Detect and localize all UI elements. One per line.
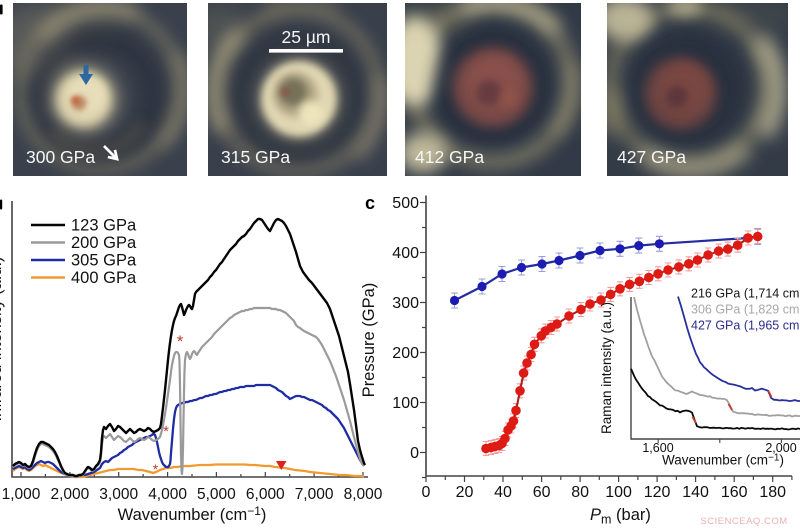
svg-text:180: 180 — [759, 484, 786, 501]
svg-text:80: 80 — [571, 484, 589, 501]
svg-text:40: 40 — [494, 484, 512, 501]
svg-text:1,000: 1,000 — [2, 486, 41, 503]
svg-text:400: 400 — [392, 245, 419, 262]
svg-text:427 GPa (1,965 cm: 427 GPa (1,965 cm — [691, 319, 799, 333]
svg-text:*: * — [163, 423, 169, 440]
svg-text:400 GPa: 400 GPa — [71, 269, 137, 287]
svg-text:200 GPa: 200 GPa — [71, 234, 137, 252]
svg-text:25 µm: 25 µm — [282, 27, 331, 47]
svg-text:6,000: 6,000 — [246, 486, 285, 503]
svg-text:Wavenumber (cm−1): Wavenumber (cm−1) — [662, 453, 784, 468]
svg-text:c: c — [365, 193, 375, 213]
svg-text:500: 500 — [392, 195, 419, 212]
svg-text:305 GPa: 305 GPa — [71, 252, 137, 270]
svg-text:427 GPa: 427 GPa — [617, 147, 686, 167]
svg-text:160: 160 — [721, 484, 748, 501]
svg-text:Raman intensity (a.u.): Raman intensity (a.u.) — [599, 302, 614, 434]
svg-text:0: 0 — [410, 445, 419, 462]
svg-text:SCIENCEAQ.COM: SCIENCEAQ.COM — [700, 516, 787, 527]
svg-text:2,000: 2,000 — [51, 486, 90, 503]
svg-text:*: * — [153, 461, 159, 477]
svg-text:306 GPa (1,829 cm: 306 GPa (1,829 cm — [691, 303, 799, 317]
svg-text:315 GPa: 315 GPa — [221, 147, 290, 167]
svg-text:8,000: 8,000 — [344, 486, 383, 503]
svg-text:140: 140 — [682, 484, 709, 501]
svg-text:0: 0 — [422, 484, 431, 501]
svg-text:412 GPa: 412 GPa — [415, 147, 484, 167]
svg-text:100: 100 — [392, 395, 419, 412]
svg-text:Pressure (GPa): Pressure (GPa) — [360, 283, 378, 398]
svg-text:300: 300 — [392, 295, 419, 312]
svg-text:5,000: 5,000 — [197, 486, 236, 503]
svg-text:300 GPa: 300 GPa — [26, 147, 95, 167]
svg-text:7,000: 7,000 — [295, 486, 334, 503]
svg-text:100: 100 — [605, 484, 632, 501]
svg-text:120: 120 — [644, 484, 671, 501]
svg-text:4,000: 4,000 — [148, 486, 187, 503]
svg-text:Infrared intensity (a.u.): Infrared intensity (a.u.) — [0, 256, 5, 421]
svg-text:1,600: 1,600 — [642, 441, 673, 455]
svg-text:200: 200 — [392, 345, 419, 362]
svg-text:Pm (bar): Pm (bar) — [590, 506, 651, 527]
svg-text:3,000: 3,000 — [99, 486, 138, 503]
svg-text:Wavenumber (cm−1): Wavenumber (cm−1) — [118, 504, 267, 524]
svg-text:60: 60 — [533, 484, 551, 501]
svg-text:20: 20 — [456, 484, 474, 501]
svg-text:123 GPa: 123 GPa — [71, 217, 137, 235]
svg-text:216 GPa (1,714 cm−: 216 GPa (1,714 cm− — [691, 286, 800, 301]
svg-text:2,000: 2,000 — [765, 441, 796, 455]
svg-text:*: * — [177, 332, 184, 351]
